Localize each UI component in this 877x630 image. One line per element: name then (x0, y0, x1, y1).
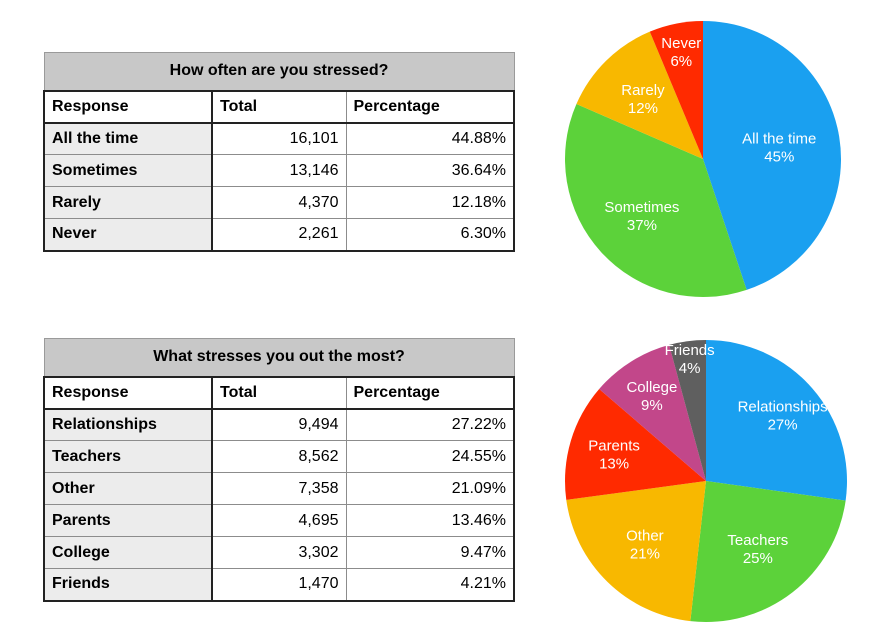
percentage-cell: 21.09% (345, 472, 515, 505)
pie-slice-parents (565, 388, 706, 500)
pie-slice-friends (669, 340, 706, 481)
response-cell: Parents (43, 504, 213, 537)
table-row: Never 2,261 6.30% (43, 218, 515, 252)
pie-slice-other (566, 481, 706, 622)
table-row: Relationships 9,494 27.22% (43, 408, 515, 441)
table-row: College 3,302 9.47% (43, 536, 515, 569)
pie-label-never: Never (661, 35, 701, 52)
response-cell: Never (43, 218, 213, 252)
response-cell: Rarely (43, 186, 213, 219)
pie-percent-friends: 4% (679, 360, 701, 377)
total-cell: 4,370 (211, 186, 347, 219)
pie-percent-college: 9% (641, 397, 663, 414)
total-cell: 16,101 (211, 122, 347, 155)
stress-source-table: What stresses you out the most? Response… (43, 338, 515, 602)
pie-percent-parents: 13% (599, 456, 629, 473)
table-row: Friends 1,470 4.21% (43, 568, 515, 602)
percentage-cell: 9.47% (345, 536, 515, 569)
table-row: Other 7,358 21.09% (43, 472, 515, 505)
pie-percent-other: 21% (630, 546, 660, 563)
total-cell: 9,494 (211, 408, 347, 441)
response-cell: Relationships (43, 408, 213, 441)
column-header-percentage: Percentage (345, 90, 515, 124)
percentage-cell: 13.46% (345, 504, 515, 537)
table-row: Rarely 4,370 12.18% (43, 186, 515, 219)
pie-label-relationships: Relationships (738, 398, 828, 415)
percentage-cell: 4.21% (345, 568, 515, 602)
pie-slice-teachers (690, 481, 846, 622)
total-cell: 1,470 (211, 568, 347, 602)
pie-label-all-the-time: All the time (742, 131, 816, 148)
percentage-cell: 6.30% (345, 218, 515, 252)
column-header-percentage: Percentage (345, 376, 515, 410)
pie-label-friends: Friends (665, 342, 715, 359)
pie-label-sometimes: Sometimes (604, 199, 679, 216)
total-cell: 7,358 (211, 472, 347, 505)
pie-label-rarely: Rarely (621, 82, 665, 99)
pie-percent-rarely: 12% (628, 100, 658, 117)
total-cell: 3,302 (211, 536, 347, 569)
table-row: Sometimes 13,146 36.64% (43, 154, 515, 187)
total-cell: 2,261 (211, 218, 347, 252)
column-header-total: Total (211, 90, 347, 124)
total-cell: 4,695 (211, 504, 347, 537)
pie-percent-all-the-time: 45% (764, 149, 794, 166)
pie-percent-teachers: 25% (743, 550, 773, 567)
column-header-total: Total (211, 376, 347, 410)
table-row: Parents 4,695 13.46% (43, 504, 515, 537)
response-cell: Other (43, 472, 213, 505)
pie-label-college: College (626, 379, 677, 396)
column-header-response: Response (43, 376, 213, 410)
pie-percent-relationships: 27% (768, 416, 798, 433)
pie-percent-never: 6% (670, 53, 692, 70)
pie-slice-all-the-time (703, 21, 841, 290)
table-title: What stresses you out the most? (43, 338, 515, 378)
percentage-cell: 44.88% (345, 122, 515, 155)
response-cell: Teachers (43, 440, 213, 473)
total-cell: 13,146 (211, 154, 347, 187)
stress-frequency-table: How often are you stressed? Response Tot… (43, 52, 515, 252)
pie-label-parents: Parents (588, 438, 640, 455)
response-cell: All the time (43, 122, 213, 155)
response-cell: Sometimes (43, 154, 213, 187)
pie-slice-never (649, 21, 703, 159)
table-title: How often are you stressed? (43, 52, 515, 92)
total-cell: 8,562 (211, 440, 347, 473)
percentage-cell: 27.22% (345, 408, 515, 441)
pie-percent-sometimes: 37% (627, 217, 657, 234)
pie-slice-rarely (576, 31, 703, 160)
pie-label-teachers: Teachers (727, 532, 788, 549)
column-header-response: Response (43, 90, 213, 124)
pie-slice-sometimes (565, 104, 747, 297)
response-cell: Friends (43, 568, 213, 602)
table-row: Teachers 8,562 24.55% (43, 440, 515, 473)
response-cell: College (43, 536, 213, 569)
percentage-cell: 36.64% (345, 154, 515, 187)
table-row: All the time 16,101 44.88% (43, 122, 515, 155)
pie-slice-relationships (706, 340, 847, 501)
pie-slice-college (599, 344, 706, 481)
percentage-cell: 12.18% (345, 186, 515, 219)
pie-label-other: Other (626, 528, 664, 545)
percentage-cell: 24.55% (345, 440, 515, 473)
